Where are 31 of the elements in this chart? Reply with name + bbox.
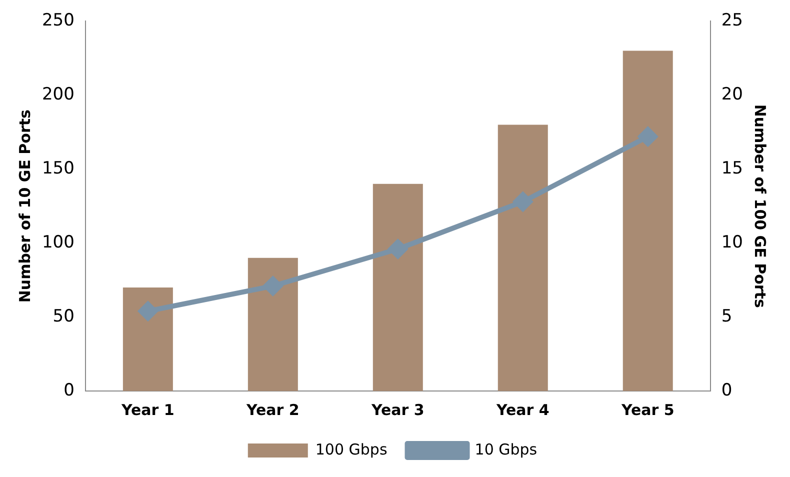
legend-label: 10 Gbps: [474, 440, 538, 458]
y2-tick-label: 5: [721, 306, 732, 326]
point: [388, 239, 408, 258]
x-tick-label: Year 4: [495, 400, 550, 419]
point: [513, 192, 532, 212]
bar: [372, 184, 423, 391]
y2-tick-label: 15: [721, 158, 744, 179]
x-tick-label: Year 5: [620, 400, 674, 419]
point: [638, 127, 658, 146]
x-tick-label: Year 1: [120, 400, 174, 419]
y2-axis-title: Number of 100 GE Ports: [751, 104, 770, 308]
bar: [498, 124, 548, 391]
y2-tick-label: 0: [721, 380, 732, 400]
y-tick-label: 250: [42, 10, 74, 31]
x-tick-label: Year 3: [370, 400, 424, 419]
y2-tick-label: 10: [721, 232, 744, 252]
legend-label: 100 Gbps: [315, 440, 388, 458]
y-tick-label: 200: [42, 84, 74, 105]
point: [138, 302, 158, 321]
bar: [622, 50, 673, 391]
y-tick-label: 0: [64, 380, 74, 400]
y2-tick-label: 20: [721, 84, 744, 105]
bar: [122, 287, 173, 391]
y-tick-label: 100: [42, 232, 74, 252]
y-tick-label: 150: [42, 158, 74, 179]
y-tick-label: 50: [52, 306, 74, 326]
y-axis-title: Number of 10 GE Ports: [16, 109, 34, 303]
x-tick-label: Year 2: [246, 400, 300, 419]
y2-tick-label: 25: [721, 10, 744, 31]
point: [263, 276, 282, 296]
bar: [248, 258, 298, 391]
